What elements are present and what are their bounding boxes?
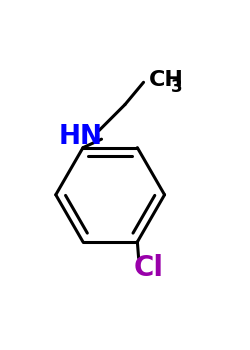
Text: HN: HN xyxy=(58,124,102,150)
Text: CH: CH xyxy=(148,70,183,90)
Text: Cl: Cl xyxy=(134,254,164,282)
Text: 3: 3 xyxy=(171,78,183,96)
